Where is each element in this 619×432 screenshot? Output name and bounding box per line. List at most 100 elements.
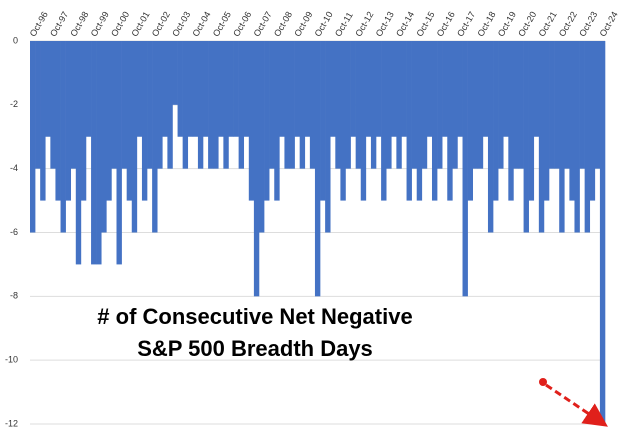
bar [391,41,397,137]
x-tick-label: Oct-06 [231,10,253,38]
bar [482,41,489,137]
x-tick-label: Oct-02 [150,10,172,38]
x-tick-label: Oct-09 [292,10,314,38]
y-tick-label: -8 [10,291,18,301]
bar [40,41,46,201]
annotation: S&P 500 Breadth Days [137,336,373,361]
bar [279,41,285,137]
x-tick-label: Oct-99 [89,10,111,38]
bar [208,41,214,169]
bar [431,41,438,201]
bar [274,41,280,201]
x-tick-label: Oct-03 [170,10,192,38]
bar [370,41,377,169]
bar [406,41,412,201]
bar [320,41,326,201]
y-tick-label: 0 [13,35,18,45]
bar [457,41,463,137]
bar [96,41,102,265]
bar [533,41,540,137]
bar [136,41,143,137]
y-tick-label: -10 [5,355,18,365]
bar [75,41,82,265]
bar [269,41,275,169]
bar [594,41,601,169]
bar [187,41,194,137]
bar [106,41,112,201]
bar [396,41,402,169]
x-tick-label: Oct-11 [333,10,355,38]
bar [309,41,316,169]
bar [172,41,178,105]
bar [498,41,504,169]
bar [289,41,295,169]
x-tick-label: Oct-24 [598,10,619,38]
bar [554,41,560,169]
bar [233,41,239,137]
bar [350,41,356,137]
bar [376,41,382,137]
bar [253,41,260,297]
y-tick-label: -2 [10,99,18,109]
x-tick-label: Oct-22 [557,10,579,38]
bar [518,41,524,169]
bar [30,41,36,233]
bar [472,41,479,169]
x-tick-label: Oct-23 [577,10,599,38]
x-tick-label: Oct-10 [313,10,335,38]
bar [167,41,173,169]
bar [426,41,433,137]
bar [91,41,97,265]
bar [126,41,133,201]
bar [177,41,183,137]
x-tick-label: Oct-04 [191,10,213,38]
x-tick-label: Oct-98 [68,10,90,38]
x-tick-label: Oct-08 [272,10,294,38]
bar [147,41,153,169]
bar [528,41,535,201]
bar [416,41,423,201]
bar [574,41,580,233]
bar [340,41,346,201]
bar [203,41,209,137]
bar [85,41,92,137]
bar [80,41,87,201]
bar [487,41,494,233]
bar [35,41,41,169]
bar [452,41,458,169]
bar [360,41,367,201]
x-tick-label: Oct-97 [48,10,70,38]
bar [365,41,372,137]
x-tick-label: Oct-16 [435,10,457,38]
bar [543,41,550,201]
bar [152,41,158,233]
bar [503,41,509,137]
x-tick-label: Oct-15 [414,10,436,38]
bar [447,41,453,201]
bar [50,41,56,169]
bar [386,41,392,169]
bar [589,41,596,201]
bar [182,41,189,169]
bar [284,41,290,169]
bar [131,41,138,233]
x-tick-label: Oct-18 [475,10,497,38]
bar [330,41,336,137]
bar [162,41,168,137]
bar [513,41,519,169]
x-tick-label: Oct-07 [252,10,274,38]
bar [381,41,387,201]
bar [192,41,199,137]
bar [508,41,514,201]
y-tick-label: -12 [5,418,18,428]
bar [223,41,229,169]
bar [197,41,204,169]
bar [538,41,545,233]
bar [218,41,224,137]
bar [523,41,529,233]
x-tick-label: Oct-17 [455,10,477,38]
bar [258,41,265,233]
annotation: # of Consecutive Net Negative [97,304,412,329]
bar [411,41,418,169]
bar [437,41,443,169]
